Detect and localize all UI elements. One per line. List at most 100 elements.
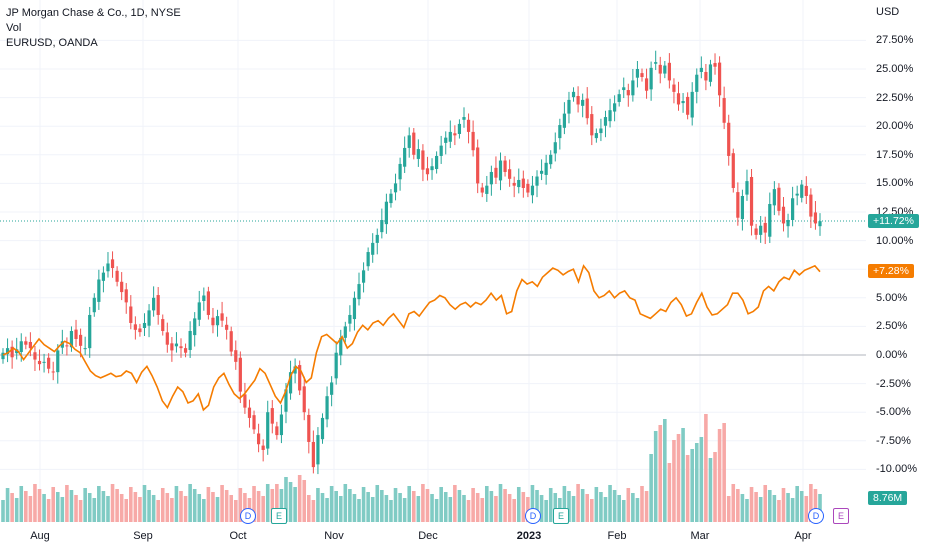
volume-bar [398, 493, 402, 522]
volume-bar [571, 496, 576, 522]
volume-bar [284, 477, 288, 522]
candle [640, 73, 644, 78]
candle [672, 84, 676, 92]
volume-bar [809, 484, 813, 522]
candle [179, 346, 183, 349]
candle [270, 408, 274, 424]
candle [795, 193, 799, 196]
candle [644, 78, 649, 91]
candle [631, 80, 635, 96]
candle [635, 69, 640, 78]
volume-bar [307, 495, 311, 522]
volume-bar [261, 496, 265, 522]
dividend-event-icon[interactable]: D [525, 508, 541, 524]
candle [581, 99, 585, 106]
volume-bar [265, 484, 270, 522]
volume-bar [256, 491, 261, 522]
candle [147, 310, 151, 326]
candle [206, 291, 210, 315]
x-tick-label: Dec [418, 530, 438, 542]
candle [416, 149, 420, 159]
eurusd-line [2, 264, 821, 412]
candle [384, 201, 388, 225]
legend-vol[interactable]: Vol [6, 22, 22, 34]
volume-bar [731, 484, 736, 522]
y-tick-label: -2.50% [876, 377, 911, 390]
volume-bar [471, 488, 475, 522]
candle [407, 135, 411, 148]
volume-bar [366, 492, 370, 522]
legend-main[interactable]: JP Morgan Chase & Co., 1D, NYSE [6, 7, 181, 19]
volume-bar [777, 500, 781, 522]
volume-bar [685, 455, 690, 522]
candle [266, 412, 270, 449]
volume-badge: 8.76M [868, 491, 908, 505]
earnings-event-icon[interactable]: E [833, 508, 849, 524]
currency-label: USD [876, 6, 900, 18]
candle [526, 183, 530, 193]
candle [197, 302, 201, 320]
volume-bar [128, 487, 133, 522]
volume-bar [754, 492, 758, 522]
x-tick-label: Oct [229, 530, 247, 542]
volume-bar [790, 498, 795, 522]
candle [211, 317, 215, 326]
candle [809, 194, 813, 217]
candle [42, 361, 46, 363]
volume-bar [516, 487, 521, 522]
dividend-event-icon[interactable]: D [808, 508, 824, 524]
candle [202, 295, 206, 302]
volume-bar [640, 486, 644, 522]
volume-bar [142, 485, 147, 522]
candle [754, 228, 758, 235]
candle [325, 396, 329, 420]
candle [261, 445, 265, 450]
volume-bar [192, 489, 197, 522]
x-tick-label: Mar [690, 530, 710, 542]
y-tick-label: 0.00% [876, 349, 908, 361]
candle [713, 63, 717, 67]
volume-bar [133, 492, 138, 522]
earnings-event-icon[interactable]: E [553, 508, 569, 524]
candle [699, 67, 703, 72]
candle [686, 96, 690, 115]
candle [133, 324, 137, 330]
candle [494, 167, 498, 178]
volume-bar [220, 485, 224, 522]
candle [142, 322, 147, 329]
candle [5, 348, 10, 355]
volume-bar [165, 493, 170, 522]
candle [777, 187, 781, 211]
candle [284, 389, 288, 412]
dividend-event-icon[interactable]: D [240, 508, 256, 524]
volume-bar [320, 493, 325, 522]
earnings-event-icon[interactable]: E [271, 508, 287, 524]
candle [88, 314, 92, 349]
candle [681, 101, 685, 104]
legend-compare[interactable]: EURUSD, OANDA [6, 37, 98, 49]
candle [279, 414, 284, 436]
candle [626, 90, 630, 96]
candle [357, 284, 361, 300]
volume-bar [188, 484, 192, 522]
volume-bar [361, 487, 366, 522]
y-tick-label: -7.50% [876, 434, 911, 447]
candle [503, 160, 507, 172]
volume-bar [65, 485, 69, 522]
candle [471, 131, 475, 151]
volume-bar [416, 496, 421, 522]
volume-bar [434, 499, 439, 522]
volume-bar [74, 495, 78, 522]
candle [10, 346, 14, 358]
volume-bar [83, 488, 87, 522]
volume-bar [818, 494, 822, 522]
candle [654, 62, 658, 64]
volume-bar [690, 449, 695, 522]
candle [727, 122, 731, 156]
candle [288, 372, 293, 394]
volume-bar [160, 488, 165, 522]
candle [24, 341, 28, 345]
candle [476, 147, 480, 184]
volume-bar [147, 490, 151, 522]
